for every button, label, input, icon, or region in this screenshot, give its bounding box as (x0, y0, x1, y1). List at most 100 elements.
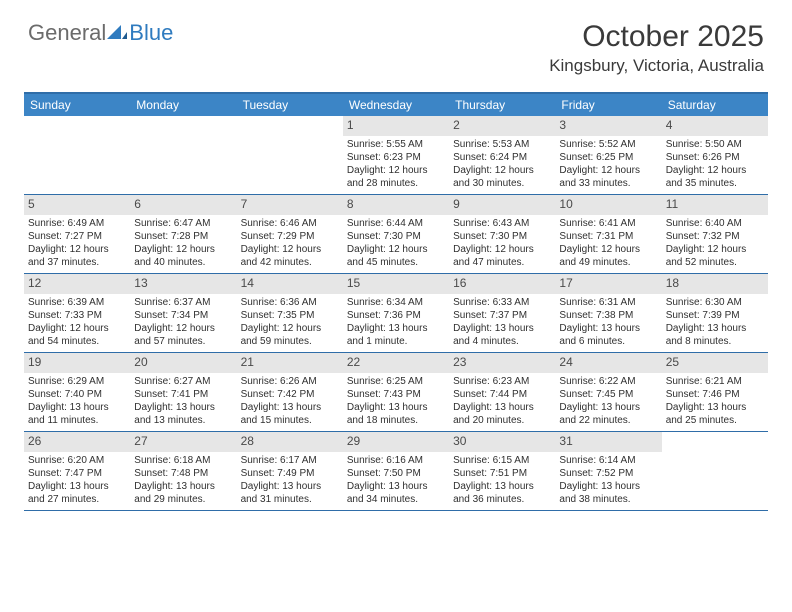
day-cell: 5Sunrise: 6:49 AMSunset: 7:27 PMDaylight… (24, 195, 130, 273)
day-line-sr: Sunrise: 5:50 AM (666, 138, 764, 151)
day-cell: 11Sunrise: 6:40 AMSunset: 7:32 PMDayligh… (662, 195, 768, 273)
day-number: 9 (449, 195, 555, 215)
day-body: Sunrise: 6:46 AMSunset: 7:29 PMDaylight:… (239, 217, 341, 270)
day-line-d2: and 6 minutes. (559, 335, 657, 348)
week-row: 12Sunrise: 6:39 AMSunset: 7:33 PMDayligh… (24, 274, 768, 353)
day-line-d2: and 22 minutes. (559, 414, 657, 427)
logo: GeneralBlue (28, 20, 173, 46)
day-line-ss: Sunset: 7:34 PM (134, 309, 232, 322)
header: GeneralBlue October 2025 Kingsbury, Vict… (0, 0, 792, 84)
day-line-ss: Sunset: 6:25 PM (559, 151, 657, 164)
day-number: 4 (662, 116, 768, 136)
day-line-ss: Sunset: 7:47 PM (28, 467, 126, 480)
day-line-d1: Daylight: 13 hours (453, 401, 551, 414)
week-row: 19Sunrise: 6:29 AMSunset: 7:40 PMDayligh… (24, 353, 768, 432)
day-line-d2: and 33 minutes. (559, 177, 657, 190)
day-line-d2: and 34 minutes. (347, 493, 445, 506)
dow-cell: Tuesday (237, 94, 343, 116)
day-cell: 15Sunrise: 6:34 AMSunset: 7:36 PMDayligh… (343, 274, 449, 352)
day-line-sr: Sunrise: 6:27 AM (134, 375, 232, 388)
day-line-d1: Daylight: 13 hours (28, 401, 126, 414)
day-body: Sunrise: 6:27 AMSunset: 7:41 PMDaylight:… (132, 375, 234, 428)
day-line-ss: Sunset: 7:39 PM (666, 309, 764, 322)
day-line-sr: Sunrise: 6:29 AM (28, 375, 126, 388)
day-number: 18 (662, 274, 768, 294)
day-line-d2: and 18 minutes. (347, 414, 445, 427)
location-subtitle: Kingsbury, Victoria, Australia (549, 56, 764, 76)
day-line-d2: and 8 minutes. (666, 335, 764, 348)
day-line-d2: and 38 minutes. (559, 493, 657, 506)
day-line-sr: Sunrise: 6:37 AM (134, 296, 232, 309)
day-line-sr: Sunrise: 6:47 AM (134, 217, 232, 230)
day-line-ss: Sunset: 7:52 PM (559, 467, 657, 480)
dow-cell: Wednesday (343, 94, 449, 116)
day-line-d2: and 40 minutes. (134, 256, 232, 269)
day-number: 6 (130, 195, 236, 215)
day-body: Sunrise: 5:55 AMSunset: 6:23 PMDaylight:… (345, 138, 447, 191)
day-number: 17 (555, 274, 661, 294)
day-cell: 14Sunrise: 6:36 AMSunset: 7:35 PMDayligh… (237, 274, 343, 352)
day-number: 14 (237, 274, 343, 294)
day-cell: 28Sunrise: 6:17 AMSunset: 7:49 PMDayligh… (237, 432, 343, 510)
day-line-d2: and 47 minutes. (453, 256, 551, 269)
day-line-d2: and 15 minutes. (241, 414, 339, 427)
day-cell: 19Sunrise: 6:29 AMSunset: 7:40 PMDayligh… (24, 353, 130, 431)
day-line-sr: Sunrise: 6:39 AM (28, 296, 126, 309)
day-line-d2: and 11 minutes. (28, 414, 126, 427)
day-line-sr: Sunrise: 5:52 AM (559, 138, 657, 151)
day-cell: 6 Sunrise: 6:47 AMSunset: 7:28 PMDaylight… (130, 195, 236, 273)
day-line-sr: Sunrise: 6:40 AM (666, 217, 764, 230)
day-line-d1: Daylight: 12 hours (28, 243, 126, 256)
day-cell: 20Sunrise: 6:27 AMSunset: 7:41 PMDayligh… (130, 353, 236, 431)
day-line-d1: Daylight: 13 hours (134, 401, 232, 414)
title-block: October 2025 Kingsbury, Victoria, Austra… (549, 20, 764, 76)
day-body: Sunrise: 6:43 AMSunset: 7:30 PMDaylight:… (451, 217, 553, 270)
day-cell (24, 116, 130, 194)
day-line-ss: Sunset: 7:44 PM (453, 388, 551, 401)
day-cell (237, 116, 343, 194)
day-line-ss: Sunset: 7:42 PM (241, 388, 339, 401)
day-line-d1: Daylight: 13 hours (453, 322, 551, 335)
day-body: Sunrise: 6:29 AMSunset: 7:40 PMDaylight:… (26, 375, 128, 428)
dow-cell: Sunday (24, 94, 130, 116)
day-line-ss: Sunset: 7:33 PM (28, 309, 126, 322)
day-line-sr: Sunrise: 6:25 AM (347, 375, 445, 388)
day-body: Sunrise: 6:16 AMSunset: 7:50 PMDaylight:… (345, 454, 447, 507)
day-number: 16 (449, 274, 555, 294)
day-line-ss: Sunset: 7:37 PM (453, 309, 551, 322)
week-row: 1Sunrise: 5:55 AMSunset: 6:23 PMDaylight… (24, 116, 768, 195)
day-body: Sunrise: 6:21 AMSunset: 7:46 PMDaylight:… (664, 375, 766, 428)
day-number: 1 (343, 116, 449, 136)
day-number: 26 (24, 432, 130, 452)
day-cell: 7Sunrise: 6:46 AMSunset: 7:29 PMDaylight… (237, 195, 343, 273)
day-line-sr: Sunrise: 6:46 AM (241, 217, 339, 230)
day-number: 10 (555, 195, 661, 215)
day-body: Sunrise: 6:25 AMSunset: 7:43 PMDaylight:… (345, 375, 447, 428)
day-line-ss: Sunset: 7:40 PM (28, 388, 126, 401)
day-line-ss: Sunset: 7:45 PM (559, 388, 657, 401)
day-line-sr: Sunrise: 6:31 AM (559, 296, 657, 309)
day-cell: 18Sunrise: 6:30 AMSunset: 7:39 PMDayligh… (662, 274, 768, 352)
day-line-d1: Daylight: 12 hours (241, 243, 339, 256)
week-row: 5Sunrise: 6:49 AMSunset: 7:27 PMDaylight… (24, 195, 768, 274)
logo-sail-icon (107, 20, 127, 46)
day-cell (662, 432, 768, 510)
day-line-ss: Sunset: 7:31 PM (559, 230, 657, 243)
day-cell: 24Sunrise: 6:22 AMSunset: 7:45 PMDayligh… (555, 353, 661, 431)
day-number: 23 (449, 353, 555, 373)
day-line-d1: Daylight: 13 hours (559, 322, 657, 335)
day-line-d1: Daylight: 12 hours (453, 164, 551, 177)
day-line-d2: and 37 minutes. (28, 256, 126, 269)
day-body: Sunrise: 6:44 AMSunset: 7:30 PMDaylight:… (345, 217, 447, 270)
day-line-ss: Sunset: 7:28 PM (134, 230, 232, 243)
day-line-ss: Sunset: 7:51 PM (453, 467, 551, 480)
week-row: 26Sunrise: 6:20 AMSunset: 7:47 PMDayligh… (24, 432, 768, 511)
day-body: Sunrise: 5:52 AMSunset: 6:25 PMDaylight:… (557, 138, 659, 191)
day-line-d1: Daylight: 12 hours (134, 243, 232, 256)
day-line-d2: and 49 minutes. (559, 256, 657, 269)
day-line-ss: Sunset: 7:49 PM (241, 467, 339, 480)
day-line-sr: Sunrise: 6:49 AM (28, 217, 126, 230)
day-line-d1: Daylight: 13 hours (134, 480, 232, 493)
day-number: 8 (343, 195, 449, 215)
day-line-sr: Sunrise: 6:16 AM (347, 454, 445, 467)
